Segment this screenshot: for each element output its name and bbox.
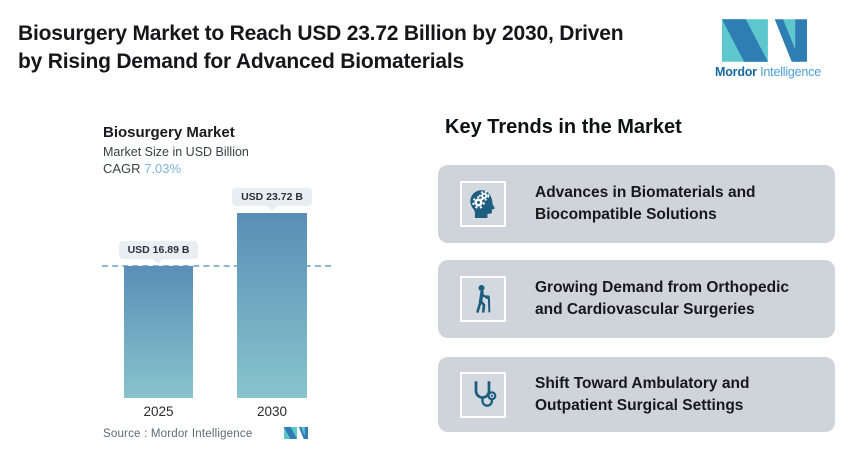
page-title: Biosurgery Market to Reach USD 23.72 Bil… xyxy=(18,20,668,76)
chart-title: Biosurgery Market xyxy=(103,124,235,141)
trend-2-line2: and Cardiovascular Surgeries xyxy=(535,301,755,318)
bar-2030-axis-label: 2030 xyxy=(256,404,288,419)
chart-subtitle: Market Size in USD Billion xyxy=(103,145,249,159)
baseline-dashed-line xyxy=(102,265,331,267)
source-note: Source : Mordor Intelligence xyxy=(103,428,253,440)
bar-2025: USD 16.89 B 2025 xyxy=(118,241,199,419)
page-title-line2: by Rising Demand for Advanced Biomateria… xyxy=(18,50,464,73)
mordor-intelligence-mini-logo-icon xyxy=(284,427,308,439)
trend-card-text: Growing Demand from Orthopedic and Cardi… xyxy=(535,277,789,321)
trends-heading: Key Trends in the Market xyxy=(445,116,682,138)
trend-card-biomaterials: Advances in Biomaterials and Biocompatib… xyxy=(438,165,835,243)
stethoscope-icon xyxy=(474,380,497,407)
brand-name-bold: Mordor xyxy=(715,65,757,79)
bar-2030: USD 23.72 B 2030 xyxy=(232,188,312,419)
cagr-label: CAGR xyxy=(103,161,141,176)
trend-1-line2: Biocompatible Solutions xyxy=(535,206,717,223)
trend-card-text: Shift Toward Ambulatory and Outpatient S… xyxy=(535,373,749,417)
chart-cagr: CAGR 7.03% xyxy=(103,161,181,176)
page-title-line1: Biosurgery Market to Reach USD 23.72 Bil… xyxy=(18,22,624,45)
trend-card-surgeries: Growing Demand from Orthopedic and Cardi… xyxy=(438,260,835,338)
trend-icon-tile xyxy=(460,371,506,418)
brand-logo: Mordor Intelligence xyxy=(715,19,842,79)
brand-name: Mordor Intelligence xyxy=(708,65,828,79)
trend-icon-tile xyxy=(460,181,506,227)
cagr-value: 7.03% xyxy=(144,161,182,176)
bar-2025-value-label: USD 16.89 B xyxy=(118,241,199,264)
bar-2030-value-label: USD 23.72 B xyxy=(232,188,312,211)
trend-icon-tile xyxy=(460,276,506,322)
brand-name-regular: Intelligence xyxy=(760,65,821,79)
trend-3-line2: Outpatient Surgical Settings xyxy=(535,396,744,414)
head-gears-icon xyxy=(470,190,495,218)
bar-2025-axis-label: 2025 xyxy=(143,404,174,419)
trend-2-line1: Growing Demand from Orthopedic xyxy=(535,279,790,296)
trend-card-ambulatory: Shift Toward Ambulatory and Outpatient S… xyxy=(438,357,835,432)
trend-3-line1: Shift Toward Ambulatory and xyxy=(535,374,750,392)
mordor-intelligence-logo-icon xyxy=(722,19,807,62)
person-cane-icon xyxy=(476,285,491,313)
trend-1-line1: Advances in Biomaterials and xyxy=(535,184,756,201)
trend-card-text: Advances in Biomaterials and Biocompatib… xyxy=(535,182,756,226)
